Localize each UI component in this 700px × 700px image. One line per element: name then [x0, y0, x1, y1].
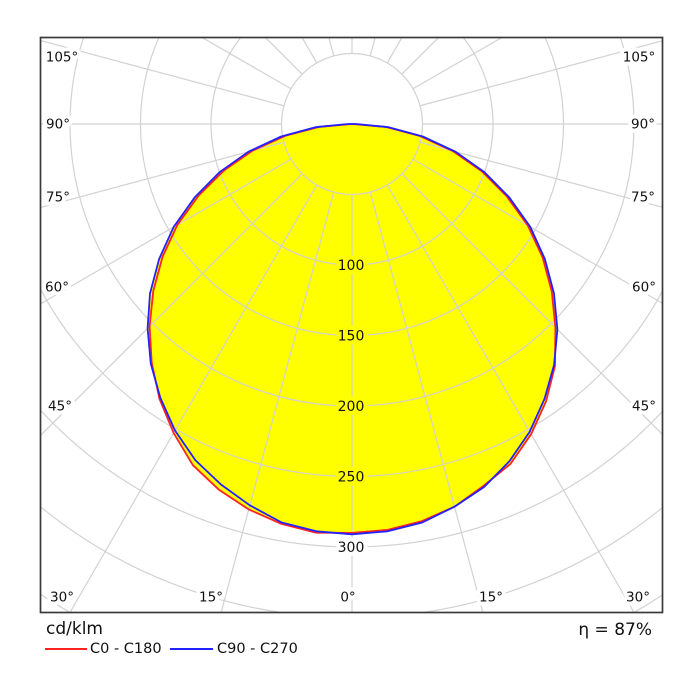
angle-tick-label: 15°: [479, 590, 503, 606]
grid-radial-line: [40, 141, 285, 209]
angle-tick-label: 30°: [50, 590, 74, 606]
curve-c0-c180: [148, 123, 557, 534]
efficiency-label: η = 87%: [578, 620, 652, 640]
grid-radial-line: [401, 173, 663, 436]
grid-radial-line: [40, 39, 285, 107]
grid-radial-line: [369, 191, 484, 613]
angle-tick-label: 75°: [631, 190, 655, 206]
radial-tick-label: 250: [338, 470, 365, 486]
grid-radial-line: [40, 173, 303, 437]
angle-tick-label: 45°: [48, 399, 72, 415]
angle-tick-label: 0°: [340, 590, 355, 606]
unit-label: cd/klm: [46, 619, 103, 639]
legend-line-c90-c270: [170, 648, 213, 651]
angle-tick-label: 105°: [623, 50, 656, 66]
grid-radial-line: [412, 158, 663, 304]
legend-label-c90-c270: C90 - C270: [217, 641, 298, 657]
legend-line-c0-c180: [45, 648, 87, 651]
angle-tick-label: 90°: [46, 117, 70, 133]
grid-radial-line: [69, 184, 318, 613]
grid-radial-line: [412, 37, 504, 90]
radial-tick-label: 100: [338, 258, 365, 274]
curve-c90-c270: [146, 123, 559, 536]
grid-radial-line: [200, 37, 292, 90]
angle-tick-label: 45°: [632, 399, 656, 415]
radial-tick-label: 150: [338, 329, 365, 345]
grid-radial-line: [419, 40, 663, 107]
grid-radial-line: [328, 37, 335, 57]
angle-tick-label: 60°: [45, 280, 69, 296]
legend-label-c0-c180: C0 - C180: [90, 641, 162, 657]
angle-tick-label: 75°: [46, 190, 70, 206]
grid-radial-line: [419, 141, 663, 208]
angle-tick-label: 30°: [626, 590, 650, 606]
grid-radial-line: [220, 191, 335, 613]
grid-radial-line: [369, 37, 376, 57]
angle-tick-label: 105°: [46, 50, 79, 66]
plot-frame: [39, 36, 664, 614]
grid-radial-line: [386, 184, 635, 613]
radial-tick-label: 300: [338, 540, 365, 556]
angle-tick-label: 60°: [632, 280, 656, 296]
radial-tick-label: 200: [338, 399, 365, 415]
grid-radial-line: [40, 158, 292, 305]
angle-tick-label: 90°: [631, 117, 655, 133]
angle-tick-label: 15°: [199, 590, 223, 606]
